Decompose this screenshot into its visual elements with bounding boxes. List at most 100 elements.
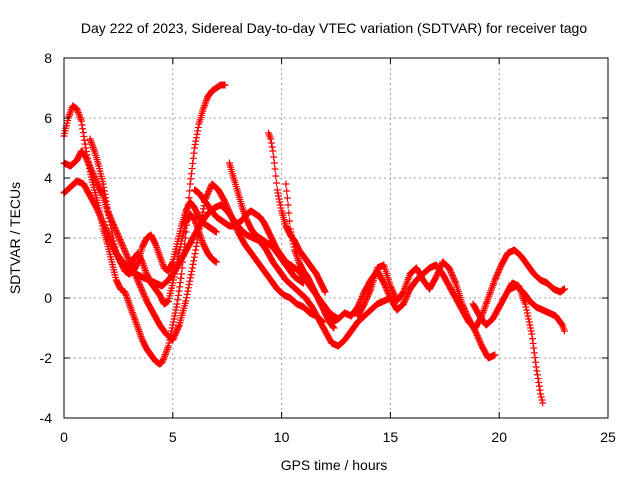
data-point-marker: [200, 103, 208, 111]
data-point-marker: [532, 358, 540, 366]
data-point-marker: [104, 204, 112, 212]
data-point-marker: [105, 233, 113, 240]
data-point-marker: [189, 154, 197, 162]
data-point-marker: [238, 204, 246, 212]
data-point-marker: [176, 279, 184, 287]
data-point-marker: [122, 251, 130, 258]
data-point-marker: [445, 264, 453, 272]
data-point-marker: [560, 285, 568, 293]
data-point-marker: [135, 326, 143, 334]
data-point-marker: [330, 324, 338, 332]
data-point-marker: [141, 294, 149, 302]
data-point-marker: [537, 393, 545, 401]
data-point-marker: [272, 172, 280, 180]
data-point-marker: [268, 143, 276, 151]
chart-title: Day 222 of 2023, Sidereal Day-to-day VTE…: [81, 20, 588, 36]
data-point-marker: [199, 105, 207, 113]
data-point-marker: [291, 248, 299, 256]
x-axis-label: GPS time / hours: [281, 457, 388, 473]
data-point-marker: [458, 300, 466, 308]
data-point-marker: [286, 217, 294, 225]
data-point-marker: [133, 322, 141, 330]
data-point-marker: [88, 168, 96, 176]
data-point-marker: [140, 291, 148, 299]
data-point-marker: [133, 259, 141, 267]
data-point-marker: [164, 342, 172, 350]
data-point-marker: [560, 327, 568, 335]
data-point-marker: [361, 299, 369, 306]
data-point-marker: [119, 243, 127, 251]
data-point-marker: [169, 321, 177, 329]
data-point-marker: [97, 213, 105, 221]
data-point-marker: [185, 194, 193, 202]
data-point-marker: [534, 375, 542, 383]
data-point-marker: [140, 261, 148, 269]
data-point-marker: [491, 276, 499, 284]
data-point-marker: [127, 303, 135, 311]
data-point-marker: [172, 264, 180, 272]
data-point-marker: [169, 336, 177, 344]
data-point-marker: [82, 155, 90, 162]
data-point-marker: [112, 227, 120, 234]
data-point-marker: [199, 205, 207, 213]
data-point-marker: [74, 108, 82, 116]
x-tick-labels: 0 5 10 15 20 25: [60, 429, 616, 445]
data-point-marker: [133, 321, 141, 329]
data-point-marker: [182, 297, 190, 305]
data-point-marker: [154, 247, 162, 255]
data-point-marker: [522, 303, 530, 311]
data-point-marker: [160, 354, 168, 362]
data-point-marker: [274, 189, 282, 197]
data-point-marker: [141, 293, 149, 300]
data-point-marker: [163, 347, 171, 355]
data-point-marker: [125, 298, 133, 306]
data-point-marker: [124, 297, 132, 305]
data-point-marker: [128, 309, 136, 317]
data-point-marker: [493, 272, 501, 279]
data-point-marker: [158, 359, 166, 366]
data-point-marker: [525, 315, 533, 323]
data-point-marker: [90, 171, 98, 179]
data-point-marker: [120, 246, 128, 254]
data-point-marker: [536, 386, 544, 394]
data-point-marker: [87, 137, 95, 145]
data-point-marker: [172, 306, 180, 314]
data-point-marker: [102, 197, 110, 205]
data-point-marker: [433, 270, 441, 278]
data-point-marker: [122, 290, 130, 298]
data-point-marker: [436, 264, 444, 272]
data-point-marker: [201, 100, 209, 108]
data-point-marker: [380, 279, 388, 287]
data-point-marker: [99, 180, 107, 188]
data-point-marker: [186, 274, 194, 282]
data-point-marker: [77, 115, 85, 123]
data-point-marker: [282, 180, 290, 188]
data-point-marker: [79, 129, 87, 137]
data-point-marker: [122, 291, 130, 299]
data-point-marker: [171, 267, 179, 275]
y-tick-label: 0: [44, 290, 52, 306]
data-point-marker: [107, 225, 115, 233]
data-point-marker: [159, 261, 167, 269]
data-point-marker: [472, 329, 480, 336]
data-point-marker: [100, 221, 108, 228]
data-point-marker: [459, 302, 467, 309]
data-point-marker: [192, 134, 200, 142]
data-point-marker: [463, 311, 471, 318]
data-point-marker: [527, 324, 535, 332]
data-point-marker: [123, 252, 131, 260]
data-point-marker: [86, 164, 94, 171]
series-7: [225, 159, 307, 287]
data-point-marker: [175, 323, 183, 330]
data-point-marker: [388, 287, 396, 294]
data-point-marker: [159, 357, 167, 365]
data-point-marker: [450, 276, 458, 284]
x-tick-label: 20: [491, 429, 507, 445]
data-point-marker: [204, 189, 212, 197]
data-point-marker: [273, 179, 281, 187]
data-point-marker: [535, 378, 543, 386]
data-point-marker: [152, 242, 160, 250]
data-point-marker: [164, 344, 172, 352]
data-point-marker: [171, 309, 179, 317]
data-point-marker: [108, 231, 116, 239]
